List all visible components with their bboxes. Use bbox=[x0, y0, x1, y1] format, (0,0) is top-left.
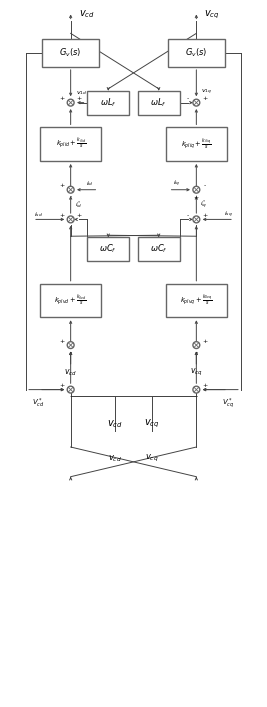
Text: $V^*_{cd}$: $V^*_{cd}$ bbox=[32, 397, 45, 410]
Circle shape bbox=[193, 341, 200, 349]
Text: $k_{pliq}+\frac{k_{iliq}}{s}$: $k_{pliq}+\frac{k_{iliq}}{s}$ bbox=[181, 136, 211, 152]
Text: $V^*_{cq}$: $V^*_{cq}$ bbox=[222, 396, 234, 411]
Text: +: + bbox=[202, 96, 207, 101]
Bar bbox=[88, 90, 129, 115]
Text: -: - bbox=[69, 350, 72, 355]
Circle shape bbox=[67, 386, 74, 393]
Bar bbox=[40, 127, 101, 161]
Text: +: + bbox=[60, 383, 65, 388]
Text: $G_v(s)$: $G_v(s)$ bbox=[185, 47, 207, 59]
Text: $v_{cd}$: $v_{cd}$ bbox=[108, 454, 122, 464]
Text: $i^*_{iq}$: $i^*_{iq}$ bbox=[200, 199, 207, 211]
Text: +: + bbox=[60, 339, 65, 344]
Text: $i_{sd}$: $i_{sd}$ bbox=[34, 210, 43, 219]
Text: -: - bbox=[187, 96, 189, 101]
Text: $v_{cq}$: $v_{cq}$ bbox=[144, 418, 160, 431]
Text: -: - bbox=[204, 183, 206, 188]
Circle shape bbox=[67, 216, 74, 223]
Text: $v_{1q}$: $v_{1q}$ bbox=[201, 88, 212, 98]
Bar bbox=[88, 238, 129, 261]
Text: $\omega L_f$: $\omega L_f$ bbox=[151, 96, 167, 109]
Text: -: - bbox=[187, 213, 189, 218]
Text: $\omega C_f$: $\omega C_f$ bbox=[150, 243, 168, 255]
Bar bbox=[138, 238, 179, 261]
Bar bbox=[40, 284, 101, 317]
Text: $i_{id}$: $i_{id}$ bbox=[87, 180, 94, 188]
Text: +: + bbox=[60, 183, 65, 188]
Circle shape bbox=[193, 186, 200, 193]
Circle shape bbox=[67, 186, 74, 193]
Circle shape bbox=[67, 341, 74, 349]
Text: $i^*_{id}$: $i^*_{id}$ bbox=[74, 199, 82, 210]
Text: $\omega L_f$: $\omega L_f$ bbox=[100, 96, 116, 109]
Circle shape bbox=[193, 99, 200, 106]
Circle shape bbox=[67, 99, 74, 106]
Circle shape bbox=[193, 386, 200, 393]
Text: +: + bbox=[76, 96, 82, 101]
Text: $i_{iq}$: $i_{iq}$ bbox=[173, 179, 180, 189]
Text: $\omega C_f$: $\omega C_f$ bbox=[99, 243, 117, 255]
Circle shape bbox=[193, 216, 200, 223]
Bar bbox=[138, 90, 179, 115]
Text: -: - bbox=[69, 194, 72, 199]
Text: $v_{cd}$: $v_{cd}$ bbox=[78, 8, 95, 21]
Text: $v_{cq}$: $v_{cq}$ bbox=[190, 367, 203, 378]
Text: $v_{1d}$: $v_{1d}$ bbox=[76, 89, 87, 97]
Text: +: + bbox=[76, 213, 82, 218]
Text: -: - bbox=[195, 350, 198, 355]
Bar bbox=[42, 40, 99, 67]
Text: +: + bbox=[202, 213, 207, 218]
Text: $v_{cq}$: $v_{cq}$ bbox=[145, 453, 159, 464]
Text: +: + bbox=[60, 96, 65, 101]
Text: +: + bbox=[60, 213, 65, 218]
Text: +: + bbox=[202, 339, 207, 344]
Text: $k_{plid}+\frac{k_{ilid}}{s}$: $k_{plid}+\frac{k_{ilid}}{s}$ bbox=[56, 137, 86, 151]
Bar bbox=[168, 40, 225, 67]
Text: +: + bbox=[194, 194, 199, 199]
Text: $v_{cq}$: $v_{cq}$ bbox=[204, 8, 220, 21]
Text: $G_v(s)$: $G_v(s)$ bbox=[60, 47, 82, 59]
Text: $k_{plvq}+\frac{k_{ilvq}}{s}$: $k_{plvq}+\frac{k_{ilvq}}{s}$ bbox=[180, 293, 213, 308]
Text: -: - bbox=[69, 395, 72, 399]
Text: $i_{sq}$: $i_{sq}$ bbox=[224, 209, 233, 220]
Text: $v_{cd}$: $v_{cd}$ bbox=[107, 419, 123, 430]
Text: $k_{plvd}+\frac{k_{ilvd}}{s}$: $k_{plvd}+\frac{k_{ilvd}}{s}$ bbox=[54, 293, 87, 308]
Text: -: - bbox=[195, 395, 198, 399]
Bar bbox=[166, 284, 227, 317]
Text: +: + bbox=[202, 383, 207, 388]
Bar bbox=[166, 127, 227, 161]
Text: $v_{cd}$: $v_{cd}$ bbox=[64, 368, 77, 378]
